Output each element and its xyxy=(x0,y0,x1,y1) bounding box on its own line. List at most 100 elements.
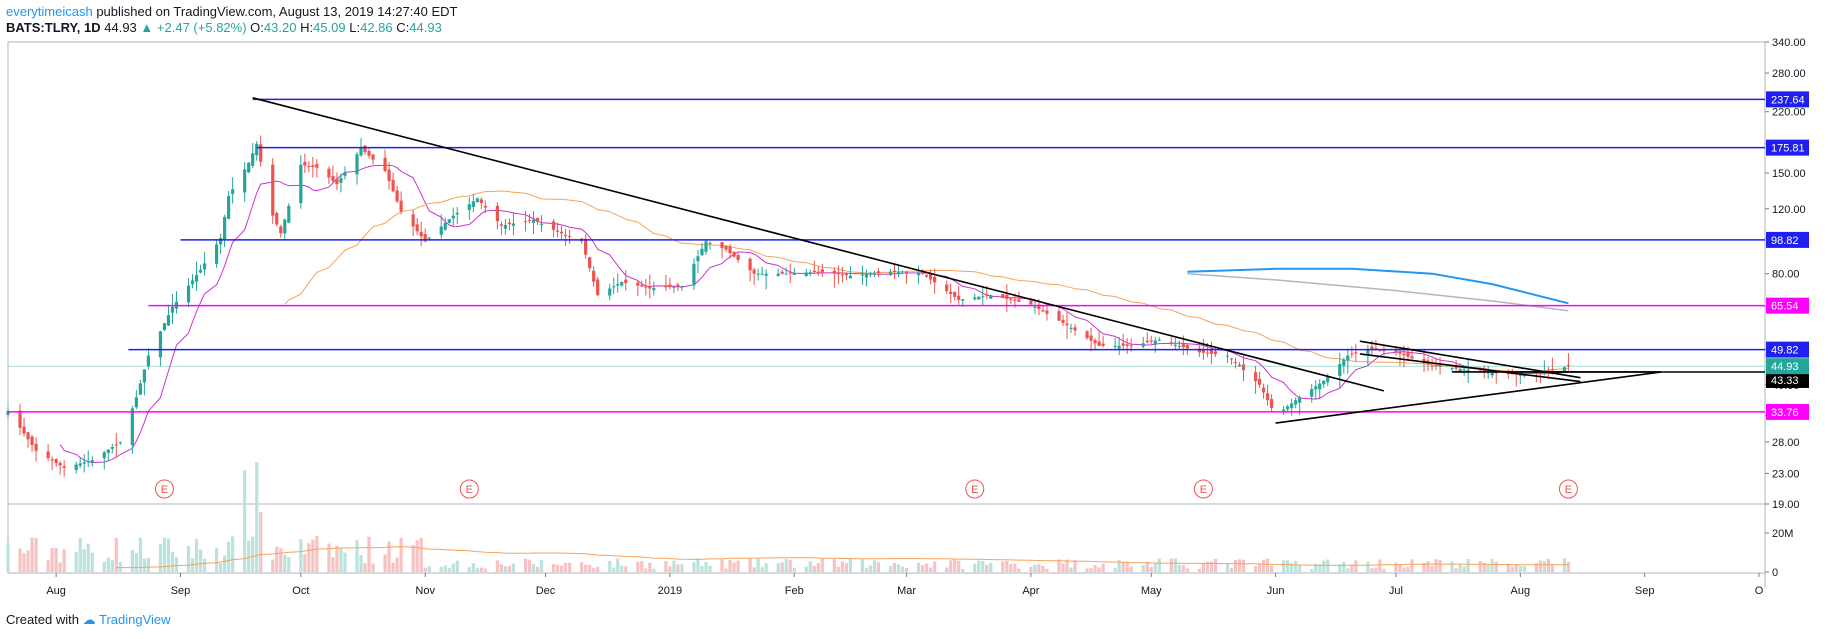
volume-bar xyxy=(1506,563,1510,572)
candle-body xyxy=(1366,349,1370,355)
candle-body xyxy=(925,274,929,277)
volume-bar xyxy=(82,549,86,572)
volume-bar xyxy=(479,567,483,572)
volume-bar xyxy=(118,561,122,572)
candle-body xyxy=(102,452,106,459)
volume-bar xyxy=(764,563,768,572)
time-tick-label: Mar xyxy=(897,585,916,597)
volume-bar xyxy=(1422,562,1426,572)
candle-body xyxy=(608,288,612,296)
candle-body xyxy=(1294,400,1298,405)
candle-body xyxy=(86,461,90,463)
volume-bar xyxy=(523,558,528,572)
volume-bar xyxy=(18,548,22,572)
price-tag xyxy=(1766,91,1809,108)
volume-bar xyxy=(170,551,175,572)
candle-body xyxy=(876,271,881,273)
candle-body xyxy=(503,224,508,229)
volume-bar xyxy=(756,558,760,572)
candle-body xyxy=(367,150,371,156)
volume-bar xyxy=(1061,563,1065,572)
price-tag-label: 49.82 xyxy=(1771,345,1799,357)
earnings-marker xyxy=(1193,479,1213,499)
candle-body xyxy=(359,148,363,156)
volume-bar xyxy=(692,562,696,572)
candle-body xyxy=(1314,386,1318,390)
candle-body xyxy=(391,179,395,192)
volume-bar xyxy=(652,568,656,572)
volume-bar xyxy=(732,562,736,572)
volume-bar xyxy=(892,562,897,572)
volume-bar xyxy=(399,537,403,572)
symbol-label[interactable]: BATS:TLRY, 1D xyxy=(6,20,101,35)
trendlines[interactable] xyxy=(252,97,1661,424)
time-tick-label: Jul xyxy=(1389,585,1403,597)
candle-body xyxy=(1209,350,1214,354)
volume-bar xyxy=(1069,567,1073,572)
candle-body xyxy=(34,443,38,451)
volume-bar xyxy=(1450,561,1454,572)
footer: Created with ☁ TradingView xyxy=(6,612,171,628)
volume-bar xyxy=(359,555,363,572)
candle-body xyxy=(219,238,223,245)
volume-bar xyxy=(1518,566,1522,572)
candle-body xyxy=(1213,351,1218,355)
volume-bar xyxy=(676,564,680,572)
price-tag xyxy=(1766,231,1809,248)
price-tick-label: 28.00 xyxy=(1772,437,1800,449)
candle-body xyxy=(303,161,307,166)
high-label: H: xyxy=(300,20,314,35)
candle-body xyxy=(736,254,740,260)
volume-bar xyxy=(876,562,881,572)
candle-body xyxy=(668,284,672,288)
volume-bar xyxy=(138,537,142,572)
candle-body xyxy=(427,237,431,239)
tradingview-link[interactable]: TradingView xyxy=(99,612,171,627)
volume-bar xyxy=(1322,560,1326,572)
volume-bar xyxy=(1085,568,1089,572)
volume-bar xyxy=(888,566,893,572)
volume-bar xyxy=(219,563,223,572)
volume-bar xyxy=(495,560,499,572)
volume-bar xyxy=(483,568,487,572)
candle-body xyxy=(1257,378,1262,385)
author-link[interactable]: everytimeicash xyxy=(6,4,93,19)
volume-bar xyxy=(467,567,471,572)
candle-body xyxy=(1101,343,1105,346)
candle-body xyxy=(307,166,311,168)
time-tick-label: Aug xyxy=(1511,585,1531,597)
price-tick-label: 23.00 xyxy=(1772,468,1800,480)
volume-bar xyxy=(114,537,118,572)
volume-bar xyxy=(475,568,479,572)
volume-bar xyxy=(243,470,247,572)
candle-body xyxy=(1550,369,1554,371)
candle-body xyxy=(467,204,471,210)
volume-bar xyxy=(1209,561,1214,572)
volume-bar xyxy=(74,551,78,572)
candle-body xyxy=(1141,343,1145,347)
volume-bar xyxy=(6,542,10,572)
candle-body xyxy=(896,272,901,275)
candle-body xyxy=(1454,365,1458,369)
horizontal-levels[interactable] xyxy=(8,98,1765,413)
candle-body xyxy=(170,307,175,313)
volume-bar xyxy=(299,539,303,572)
price-tag xyxy=(1766,341,1809,358)
volume-bar xyxy=(166,538,171,572)
volume-bar xyxy=(1013,563,1017,572)
earnings-marker xyxy=(154,479,174,499)
volume-bar xyxy=(511,563,516,572)
volume-bar xyxy=(567,562,572,572)
volume-bar xyxy=(251,536,255,572)
volume-bar xyxy=(1382,568,1386,572)
candle-body xyxy=(186,285,191,303)
volume-bar xyxy=(728,559,732,572)
candle-body xyxy=(146,355,150,367)
candle-body xyxy=(1037,304,1041,310)
candle-body xyxy=(1522,375,1526,377)
candle-body xyxy=(555,230,560,232)
volume-bar xyxy=(1494,561,1498,572)
ma-fast-line xyxy=(59,164,1569,464)
